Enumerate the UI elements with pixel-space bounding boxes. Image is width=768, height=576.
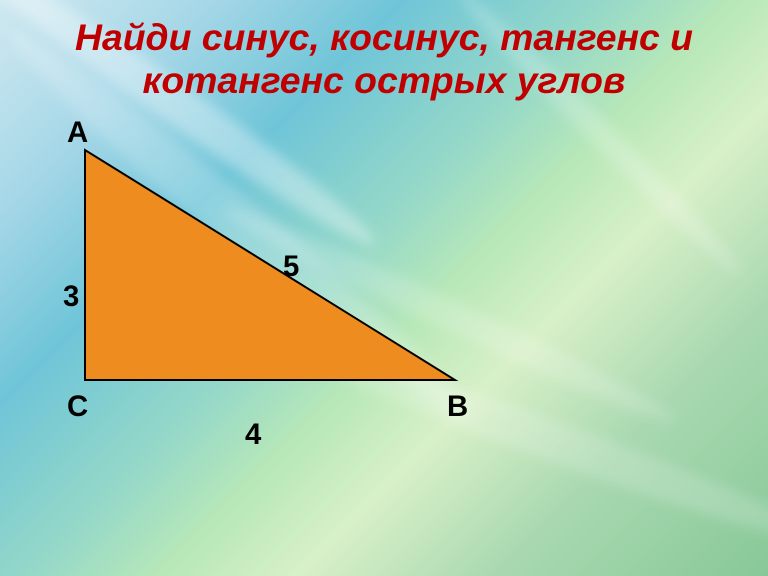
page-title: Найди синус, косинус, тангенс и котанген… <box>0 16 768 102</box>
vertex-label-c: С <box>67 390 88 424</box>
triangle-shape <box>85 150 455 380</box>
vertex-label-a: А <box>67 116 88 150</box>
side-label-ab: 5 <box>283 250 299 284</box>
title-line2: котангенс острых углов <box>143 59 626 101</box>
side-label-ac: 3 <box>63 280 79 314</box>
vertex-label-b: В <box>447 390 468 424</box>
triangle-diagram: А С В 3 4 5 <box>55 120 515 440</box>
title-line1: Найди синус, косинус, тангенс и <box>75 16 693 58</box>
side-label-cb: 4 <box>245 418 261 452</box>
